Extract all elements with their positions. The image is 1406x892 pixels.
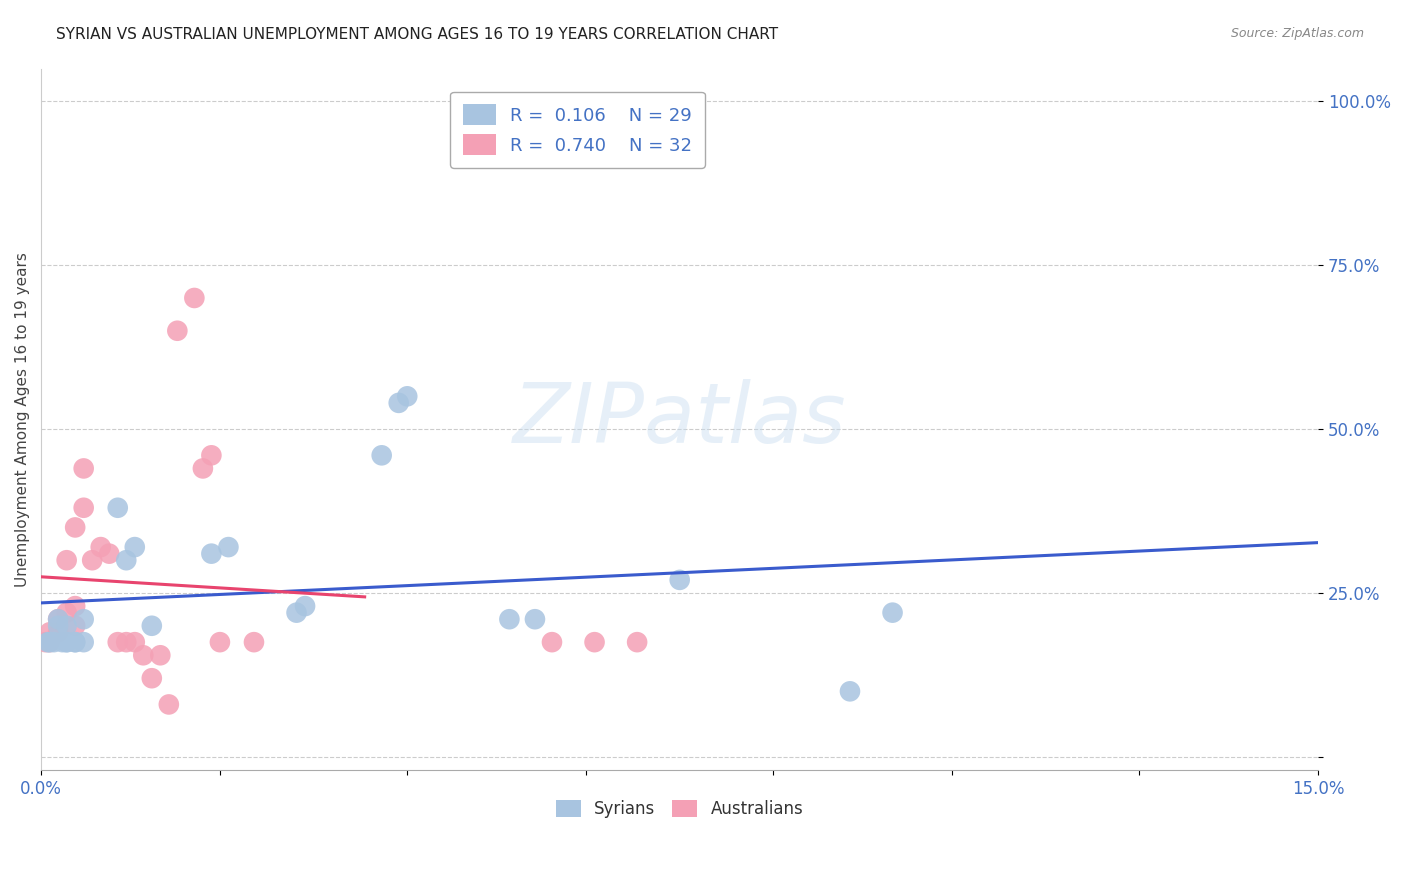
Legend: Syrians, Australians: Syrians, Australians — [550, 793, 810, 825]
Point — [98, 547, 121, 561]
Point — [55, 606, 77, 620]
Point — [388, 396, 411, 410]
Point — [370, 448, 392, 462]
Point — [217, 540, 239, 554]
Point — [82, 553, 104, 567]
Point — [46, 612, 69, 626]
Point — [90, 540, 112, 554]
Point — [37, 635, 59, 649]
Point — [73, 612, 96, 626]
Point — [46, 619, 69, 633]
Point — [63, 635, 86, 649]
Point — [149, 648, 172, 663]
Point — [396, 389, 419, 403]
Point — [839, 684, 862, 698]
Point — [63, 635, 86, 649]
Point — [523, 612, 546, 626]
Text: Source: ZipAtlas.com: Source: ZipAtlas.com — [1230, 27, 1364, 40]
Point — [115, 553, 138, 567]
Point — [55, 635, 77, 649]
Point — [668, 573, 690, 587]
Point — [166, 324, 188, 338]
Point — [157, 698, 180, 712]
Point — [63, 619, 86, 633]
Point — [38, 635, 60, 649]
Point — [583, 635, 606, 649]
Point — [42, 635, 65, 649]
Point — [200, 547, 222, 561]
Point — [191, 461, 214, 475]
Point — [51, 635, 73, 649]
Text: ZIPatlas: ZIPatlas — [513, 379, 846, 459]
Point — [73, 461, 96, 475]
Point — [626, 635, 648, 649]
Point — [46, 612, 69, 626]
Point — [124, 635, 146, 649]
Point — [124, 540, 146, 554]
Point — [55, 635, 77, 649]
Y-axis label: Unemployment Among Ages 16 to 19 years: Unemployment Among Ages 16 to 19 years — [15, 252, 30, 587]
Text: SYRIAN VS AUSTRALIAN UNEMPLOYMENT AMONG AGES 16 TO 19 YEARS CORRELATION CHART: SYRIAN VS AUSTRALIAN UNEMPLOYMENT AMONG … — [56, 27, 779, 42]
Point — [63, 520, 86, 534]
Point — [285, 606, 308, 620]
Point — [498, 612, 520, 626]
Point — [183, 291, 205, 305]
Point — [38, 625, 60, 640]
Point — [882, 606, 904, 620]
Point — [55, 619, 77, 633]
Point — [38, 635, 60, 649]
Point — [141, 671, 163, 685]
Point — [63, 599, 86, 613]
Point — [200, 448, 222, 462]
Point — [541, 635, 564, 649]
Point — [73, 500, 96, 515]
Point — [132, 648, 155, 663]
Point — [243, 635, 266, 649]
Point — [107, 635, 129, 649]
Point — [73, 635, 96, 649]
Point — [46, 625, 69, 640]
Point — [141, 619, 163, 633]
Point — [55, 553, 77, 567]
Point — [208, 635, 231, 649]
Point — [34, 635, 56, 649]
Point — [294, 599, 316, 613]
Point — [107, 500, 129, 515]
Point — [115, 635, 138, 649]
